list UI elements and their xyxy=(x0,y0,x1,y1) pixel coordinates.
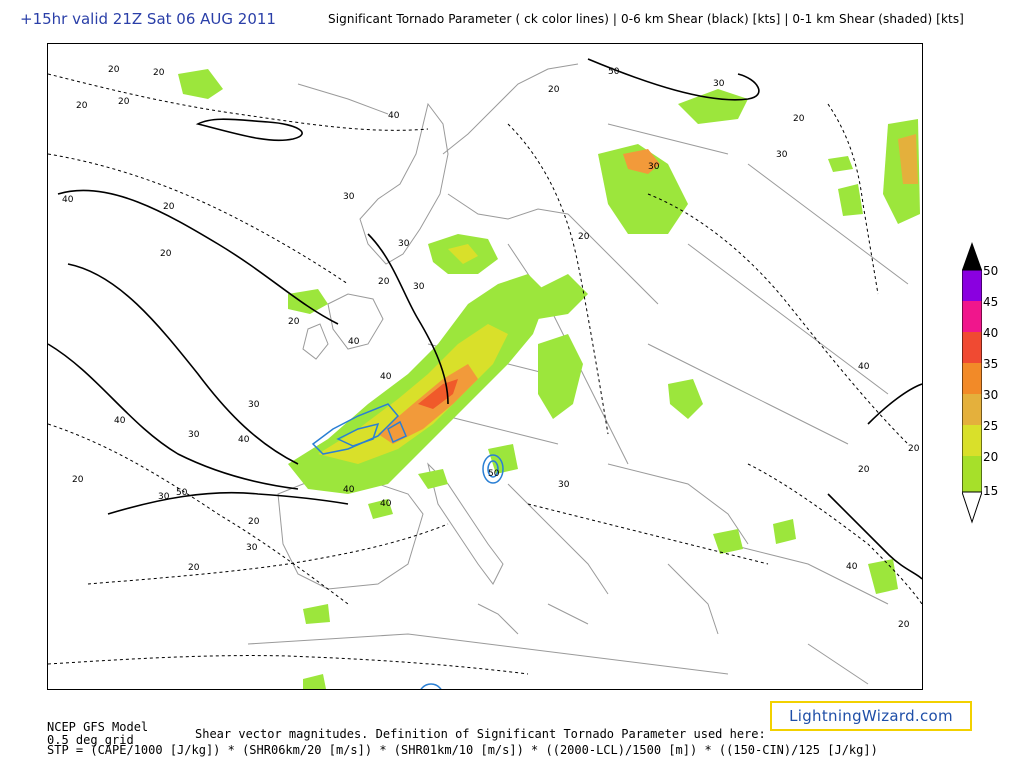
contour-label: 20 xyxy=(108,65,120,75)
colorbar: 50 45 40 35 30 25 20 15 xyxy=(962,242,1022,527)
contour-label: 20 xyxy=(118,97,130,107)
contour-label: 50 xyxy=(488,469,500,479)
contour-label: 20 xyxy=(793,114,805,124)
colorbar-label-45: 45 xyxy=(983,295,999,309)
colorbar-label-50: 50 xyxy=(983,264,999,278)
contour-label: 30 xyxy=(713,79,725,89)
footer-model: NCEP GFS Model xyxy=(47,720,149,734)
contour-label: 30 xyxy=(246,543,258,553)
contour-label: 40 xyxy=(343,485,355,495)
contour-label: 30 xyxy=(776,150,788,160)
contour-label: 40 xyxy=(858,362,870,372)
weather-map: 20 20 20 20 40 20 20 30 30 40 40 20 30 40 30 20 30 40 50 40… xyxy=(48,44,922,689)
footer-definition: Shear vector magnitudes. Definition of S… xyxy=(195,727,766,741)
contour-label: 40 xyxy=(62,195,74,205)
contour-label: 30 xyxy=(398,239,410,249)
colorbar-label-20: 20 xyxy=(983,450,999,464)
colorbar-label-25: 25 xyxy=(983,419,999,433)
contour-label: 20 xyxy=(898,620,910,630)
colorbar-scale xyxy=(962,242,982,524)
header: +15hr valid 21Z Sat 06 AUG 2011 Signific… xyxy=(0,0,1024,40)
contour-label: 20 xyxy=(908,444,920,454)
contour-label: 20 xyxy=(76,101,88,111)
shear-contours xyxy=(48,58,922,675)
contour-label: 20 xyxy=(578,232,590,242)
colorbar-swatch-15 xyxy=(962,456,982,492)
colorbar-swatch-40 xyxy=(962,301,982,332)
colorbar-swatch-20 xyxy=(962,425,982,456)
colorbar-swatch-25 xyxy=(962,394,982,425)
contour-label: 40 xyxy=(388,111,400,121)
footer-grid: 0.5 deg grid xyxy=(47,733,134,747)
stp-contours xyxy=(311,403,504,689)
contour-label: 20 xyxy=(188,563,200,573)
contour-label: 20 xyxy=(288,317,300,327)
contour-label: 20 xyxy=(248,517,260,527)
contour-label: 40 xyxy=(380,372,392,382)
contour-label: 20 xyxy=(153,68,165,78)
contour-label: 40 xyxy=(846,562,858,572)
colorbar-swatch-35 xyxy=(962,332,982,363)
footer-formula: STP = (CAPE/1000 [J/kg]) * (SHR06km/20 [… xyxy=(47,743,878,757)
contour-label: 20 xyxy=(598,44,610,47)
colorbar-cap-bottom xyxy=(962,491,982,524)
colorbar-swatch-45 xyxy=(962,270,982,301)
colorbar-cap-top xyxy=(962,242,982,270)
contour-label: 20 xyxy=(163,202,175,212)
colorbar-label-30: 30 xyxy=(983,388,999,402)
contour-label: 30 xyxy=(343,192,355,202)
contour-label: 30 xyxy=(558,480,570,490)
contour-label: 20 xyxy=(160,249,172,259)
parameter-title: Significant Tornado Parameter ( ck color… xyxy=(328,12,964,26)
contour-label: 20 xyxy=(378,277,390,287)
contour-label: 20 xyxy=(858,465,870,475)
contour-label: 40 xyxy=(114,416,126,426)
colorbar-swatch-30 xyxy=(962,363,982,394)
colorbar-label-15: 15 xyxy=(983,484,999,498)
contour-label: 30 xyxy=(413,282,425,292)
shear-shading xyxy=(178,69,920,689)
footer: NCEP GFS Model 0.5 deg grid Shear vector… xyxy=(0,718,1024,760)
contour-label: 50 xyxy=(608,67,620,77)
brand-logo[interactable]: LightningWizard.com xyxy=(770,701,972,731)
contour-label: 40 xyxy=(348,337,360,347)
contour-label: 50 xyxy=(176,488,188,498)
contour-label: 40 xyxy=(380,499,392,509)
contour-labels: 20 20 20 20 40 20 20 30 30 40 40 20 30 40 30 20 30 40 50 40… xyxy=(62,44,920,630)
colorbar-label-35: 35 xyxy=(983,357,999,371)
map-panel: 20 20 20 20 40 20 20 30 30 40 40 20 30 40 30 20 30 40 50 40… xyxy=(47,43,923,690)
contour-label: 40 xyxy=(238,435,250,445)
colorbar-label-40: 40 xyxy=(983,326,999,340)
contour-label: 30 xyxy=(248,400,260,410)
contour-label: 30 xyxy=(188,430,200,440)
contour-label: 30 xyxy=(158,492,170,502)
valid-time: +15hr valid 21Z Sat 06 AUG 2011 xyxy=(20,10,276,28)
contour-label: 30 xyxy=(648,162,660,172)
contour-label: 20 xyxy=(72,475,84,485)
contour-label: 20 xyxy=(548,85,560,95)
